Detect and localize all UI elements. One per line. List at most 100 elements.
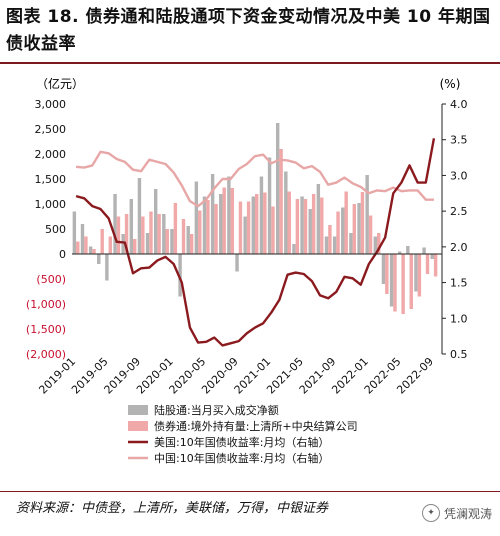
legend-swatch xyxy=(128,421,148,431)
left-tick-label: 0 xyxy=(59,248,66,261)
us-10y-yield-line xyxy=(75,138,436,347)
chart-title: 图表 18. 债券通和陆股通项下资金变动情况及中美 10 年期国债收益率 xyxy=(6,7,491,54)
x-tick-label: 2022-09 xyxy=(394,355,436,397)
left-tick-label: (500) xyxy=(36,273,66,286)
stock-connect-bar xyxy=(406,246,410,254)
bond-connect-bar xyxy=(377,233,381,254)
bond-connect-bar xyxy=(328,225,332,254)
stock-connect-bar xyxy=(292,244,296,254)
line-series xyxy=(75,138,436,347)
bond-connect-bar xyxy=(222,187,226,254)
source-note: 资料来源：中债登，上清所，美联储，万得，中银证券 xyxy=(16,501,329,516)
bond-connect-bar xyxy=(352,204,357,254)
stock-connect-bar xyxy=(129,199,133,254)
legend: 陆股通:当月买入成交净额债券通:境外持有量:上清所+中央结算公司美国:10年国债… xyxy=(128,403,358,465)
bond-connect-bar xyxy=(385,254,389,294)
bond-connect-bar xyxy=(360,192,365,254)
right-tick-label: 3.5 xyxy=(450,134,468,147)
stock-connect-bar xyxy=(162,214,166,254)
right-tick-label: 1.5 xyxy=(450,277,468,290)
stock-connect-bar xyxy=(300,196,304,254)
bond-connect-bar xyxy=(230,188,235,254)
bond-connect-bar xyxy=(165,229,169,254)
stock-connect-bar xyxy=(341,207,345,254)
bond-connect-bar xyxy=(124,214,129,254)
stock-connect-bar xyxy=(422,247,426,254)
bond-connect-bar xyxy=(84,236,88,254)
bond-connect-bar xyxy=(336,211,340,254)
left-tick-label: (2,000) xyxy=(26,348,66,361)
bond-connect-bar xyxy=(255,194,259,254)
stock-connect-bar xyxy=(316,184,321,254)
right-axis: 4.0 3.5 3.0 2.5 2.0 1.5 1.0 0.5 xyxy=(441,98,468,361)
stock-connect-bar xyxy=(121,234,125,254)
bond-connect-bar xyxy=(133,239,137,254)
legend-label: 美国:10年国债收益率:月均（右轴） xyxy=(154,435,329,449)
right-tick-label: 2.5 xyxy=(450,205,468,218)
bond-connect-bar xyxy=(320,197,324,254)
bond-connect-bar xyxy=(417,254,422,297)
stock-connect-bar xyxy=(113,194,117,254)
stock-connect-bar xyxy=(72,211,77,254)
bond-connect-bar xyxy=(287,191,291,254)
stock-connect-bar xyxy=(178,254,182,297)
stock-connect-bar xyxy=(324,236,329,254)
legend-label: 陆股通:当月买入成交净额 xyxy=(154,403,279,417)
left-tick-label: 2,000 xyxy=(35,148,67,161)
right-tick-label: 0.5 xyxy=(450,348,468,361)
brand-text: 凭澜观涛 xyxy=(443,506,492,521)
left-tick-label: 3,000 xyxy=(35,98,67,111)
footer-divider xyxy=(0,491,500,492)
stock-connect-bar xyxy=(308,209,312,254)
stock-connect-bar xyxy=(227,176,231,254)
stock-connect-bar xyxy=(430,254,434,259)
stock-connect-bar xyxy=(202,196,207,254)
bond-connect-bar xyxy=(433,254,438,277)
bond-connect-bar xyxy=(238,201,243,254)
bar-series xyxy=(72,123,438,314)
bond-connect-bar xyxy=(279,149,283,254)
stock-connect-bar xyxy=(210,174,215,254)
stock-connect-bar xyxy=(251,196,255,254)
stock-connect-bar xyxy=(194,181,199,254)
chart-svg: （亿元） (%) 3,000 2,500 2,000 1,500 1,000 500 0 (5… xyxy=(26,76,468,465)
bond-connect-bar xyxy=(149,211,153,254)
cn-10y-yield-line xyxy=(75,150,434,208)
bond-connect-bar xyxy=(368,215,373,254)
bond-connect-bar xyxy=(206,200,210,254)
stock-connect-bar xyxy=(170,229,174,254)
legend-label: 债券通:境外持有量:上清所+中央结算公司 xyxy=(154,419,358,433)
bond-connect-bar xyxy=(393,254,397,312)
stock-connect-bar xyxy=(414,254,418,292)
title-divider xyxy=(0,62,500,64)
stock-connect-bar xyxy=(137,178,142,254)
stock-connect-bar xyxy=(186,226,190,254)
stock-connect-bar xyxy=(389,254,394,307)
right-tick-label: 2.0 xyxy=(450,241,468,254)
stock-connect-bar xyxy=(80,224,85,254)
stock-connect-bar xyxy=(284,171,288,254)
stock-connect-bar xyxy=(235,254,239,272)
bond-connect-bar xyxy=(271,206,275,254)
left-axis-unit: （亿元） xyxy=(36,76,84,91)
stock-connect-bar xyxy=(275,123,280,254)
right-tick-label: 1.0 xyxy=(450,312,468,325)
stock-connect-bar xyxy=(219,194,223,254)
bond-connect-bar xyxy=(181,219,186,254)
left-tick-label: 1,000 xyxy=(35,198,67,211)
stock-connect-bar xyxy=(365,175,369,254)
bond-connect-bar xyxy=(100,229,104,254)
right-axis-unit: (%) xyxy=(440,77,461,91)
right-tick-label: 4.0 xyxy=(450,98,468,111)
left-tick-label: (1,500) xyxy=(26,323,66,336)
x-axis: 2019-012019-052019-092020-012020-052020-… xyxy=(36,355,436,397)
legend-swatch xyxy=(128,405,148,415)
bond-connect-bar xyxy=(425,254,430,274)
brand-mark: ✦ 凭澜观涛 xyxy=(421,504,492,522)
bond-connect-bar xyxy=(344,191,348,254)
stock-connect-bar xyxy=(397,251,402,254)
stock-connect-bar xyxy=(145,233,150,254)
bond-connect-bar xyxy=(92,249,96,254)
bond-connect-bar xyxy=(214,204,218,254)
bond-connect-bar xyxy=(76,241,80,254)
